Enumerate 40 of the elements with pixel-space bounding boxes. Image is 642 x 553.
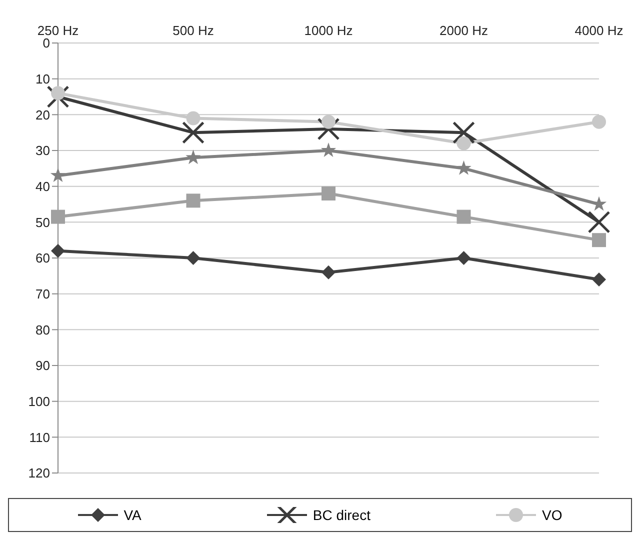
y-tick-label: 90 bbox=[36, 358, 50, 374]
y-tick-label: 70 bbox=[36, 286, 50, 302]
point bbox=[456, 136, 471, 150]
point bbox=[456, 160, 472, 175]
point bbox=[456, 210, 471, 224]
legend-label: BC direct bbox=[312, 507, 370, 523]
y-tick-label: 30 bbox=[36, 143, 50, 158]
x-tick-label: 1000 Hz bbox=[304, 23, 353, 38]
point bbox=[186, 111, 200, 126]
legend-label: VA bbox=[124, 507, 142, 523]
point bbox=[186, 251, 200, 265]
point bbox=[592, 114, 606, 129]
y-tick-label: 120 bbox=[28, 466, 50, 481]
y-tick-label: 0 bbox=[42, 36, 50, 51]
y-tick-label: 40 bbox=[36, 178, 50, 194]
y-tick-label: 100 bbox=[28, 394, 50, 409]
x-tick-label: 250 Hz bbox=[37, 23, 79, 38]
point bbox=[592, 272, 606, 286]
y-tick-label: 80 bbox=[36, 322, 50, 338]
point bbox=[322, 114, 336, 129]
point bbox=[320, 142, 336, 157]
point bbox=[186, 194, 200, 208]
x-tick-label: 4000 Hz bbox=[574, 23, 624, 38]
legend-label: VO bbox=[542, 507, 562, 523]
point bbox=[51, 86, 65, 100]
point bbox=[322, 265, 336, 280]
y-tick-label: 110 bbox=[29, 430, 50, 445]
point bbox=[592, 233, 606, 248]
y-tick-label: 20 bbox=[36, 107, 50, 122]
x-tick-label: 500 Hz bbox=[172, 23, 214, 38]
point bbox=[322, 186, 336, 200]
x-tick-label: 2000 Hz bbox=[440, 23, 488, 38]
y-tick-label: 60 bbox=[36, 250, 50, 266]
point bbox=[186, 150, 201, 164]
y-tick-label: 10 bbox=[36, 71, 50, 86]
point bbox=[50, 168, 66, 182]
point bbox=[456, 251, 471, 265]
y-tick-label: 50 bbox=[36, 214, 50, 230]
point bbox=[51, 210, 65, 224]
point bbox=[51, 244, 65, 258]
